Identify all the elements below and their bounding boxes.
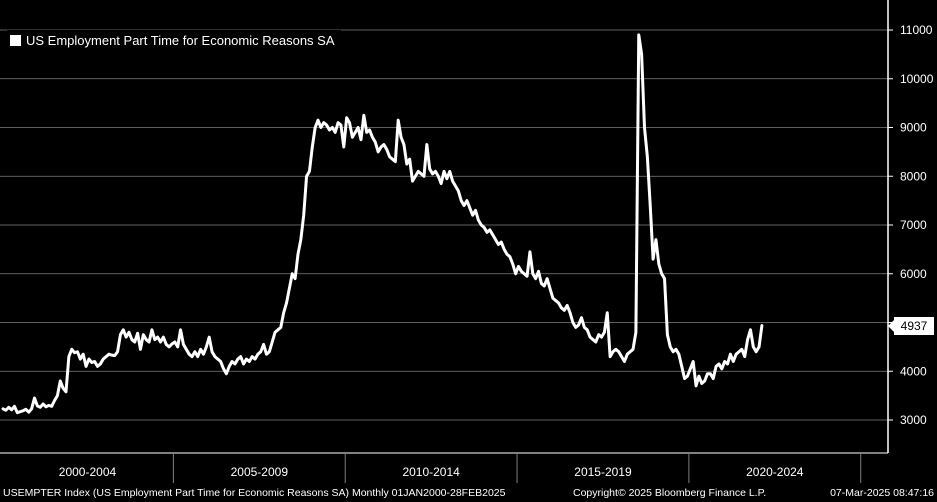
gridlines — [0, 29, 888, 421]
y-tick-label: 7000 — [900, 218, 927, 232]
footer: USEMPTER Index (US Employment Part Time … — [0, 486, 937, 502]
series-line — [1, 33, 764, 415]
y-tick-label: 6000 — [900, 267, 927, 281]
last-value-label: 4937 — [888, 316, 934, 335]
timestamp-text: 07-Mar-2025 08:47:16 — [830, 487, 934, 499]
legend: US Employment Part Time for Economic Rea… — [7, 30, 341, 50]
y-tick-label: 10000 — [900, 72, 934, 86]
x-axis: 2000-2004 2005-2009 2010-2014 2015-2019 2020… — [0, 452, 888, 483]
x-tick-label: 2010-2014 — [402, 465, 460, 479]
legend-swatch — [10, 34, 21, 46]
x-tick-label: 2020-2024 — [746, 465, 804, 479]
copyright-text: Copyright© 2025 Bloomberg Finance L.P. — [573, 487, 767, 499]
y-axis: 30004000500060007000800090001000011000 — [887, 0, 934, 453]
x-tick-label: 2015-2019 — [574, 465, 632, 479]
line-chart: 2000-2004 2005-2009 2010-2014 2015-2019 2020… — [0, 0, 934, 483]
y-tick-label: 11000 — [900, 23, 933, 37]
y-tick-label: 4000 — [900, 364, 927, 378]
y-tick-label: 8000 — [900, 169, 927, 183]
index-label: USEMPTER Index (US Employment Part Time … — [3, 487, 506, 499]
y-tick-label: 3000 — [900, 413, 927, 427]
x-tick-label: 2005-2009 — [231, 465, 289, 479]
x-tick-label: 2000-2004 — [59, 465, 117, 479]
legend-label: US Employment Part Time for Economic Rea… — [26, 32, 335, 48]
y-tick-label: 9000 — [900, 121, 927, 135]
